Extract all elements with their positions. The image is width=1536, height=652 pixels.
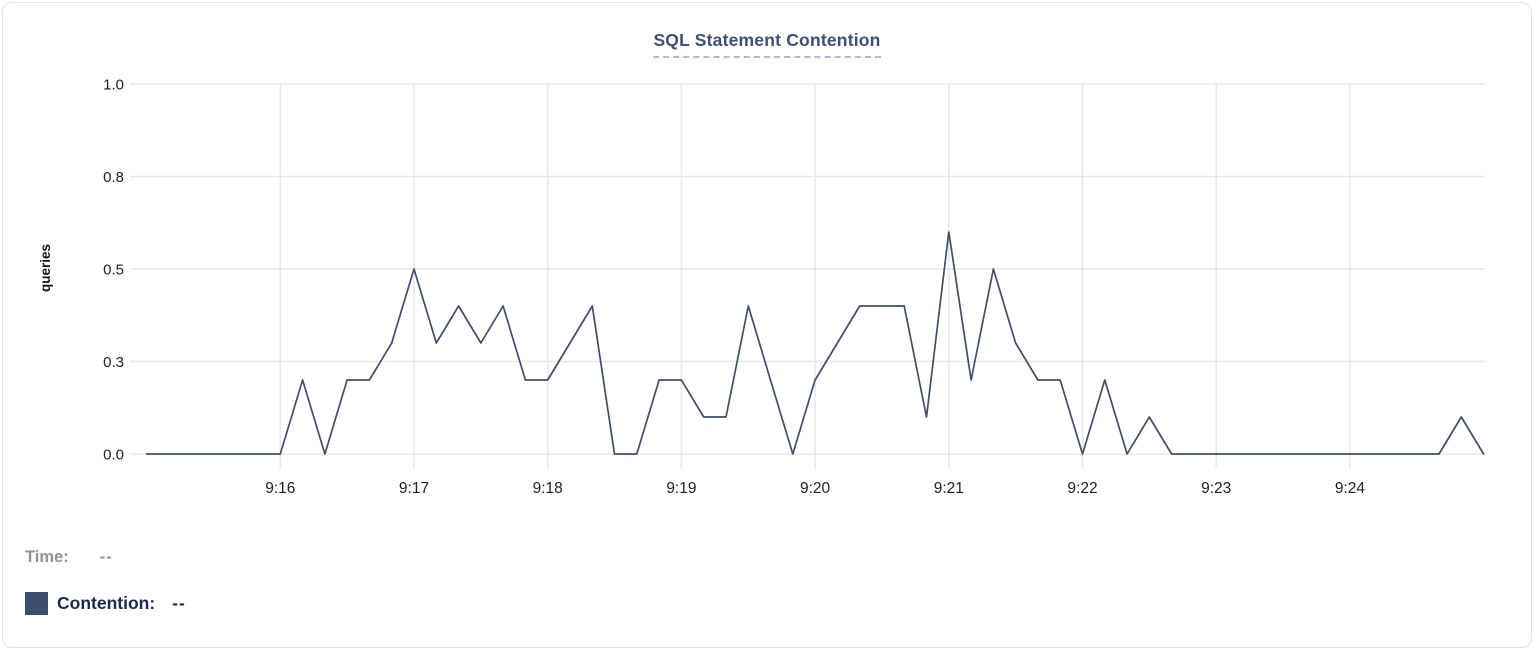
x-axis-tick-label: 9:20 [800,480,831,497]
x-axis-tick-label: 9:23 [1201,480,1231,497]
x-axis-tick-label: 9:18 [533,480,563,497]
contention-line-chart[interactable]: 0.0 0.3 0.5 0.8 1.0 9:16 9:17 9:18 9:19 9:20 9:21 9… [3,3,1532,515]
y-axis-title: queries [38,244,53,292]
y-axis-tick-label: 1.0 [103,77,124,94]
time-label: Time: [25,547,69,566]
time-value: -- [99,547,113,566]
x-axis-tick-label: 9:16 [265,480,295,497]
contention-legend-swatch [25,591,48,615]
chart-title[interactable]: SQL Statement Contention [653,30,881,58]
x-axis-tick-label: 9:24 [1335,480,1366,497]
y-axis-tick-label: 0.5 [103,262,124,279]
y-axis-tick-label: 0.8 [103,169,124,186]
y-axis-tick-label: 0.0 [103,447,124,464]
x-axis-tick-label: 9:17 [399,480,429,497]
x-axis-tick-label: 9:19 [666,480,696,497]
contention-series-line[interactable] [145,231,1485,455]
contention-label: Contention: [57,592,156,613]
legend-time-row: Time: -- [25,544,186,570]
y-axis-tick-label: 0.3 [103,354,124,371]
hover-legend: Time: -- Contention: -- [25,544,186,616]
x-axis-tick-label: 9:21 [934,480,964,497]
x-axis-tick-label: 9:22 [1067,480,1097,497]
contention-value: -- [172,592,186,613]
legend-contention-row: Contention: -- [25,590,186,616]
chart-header: SQL Statement Contention [3,30,1531,58]
